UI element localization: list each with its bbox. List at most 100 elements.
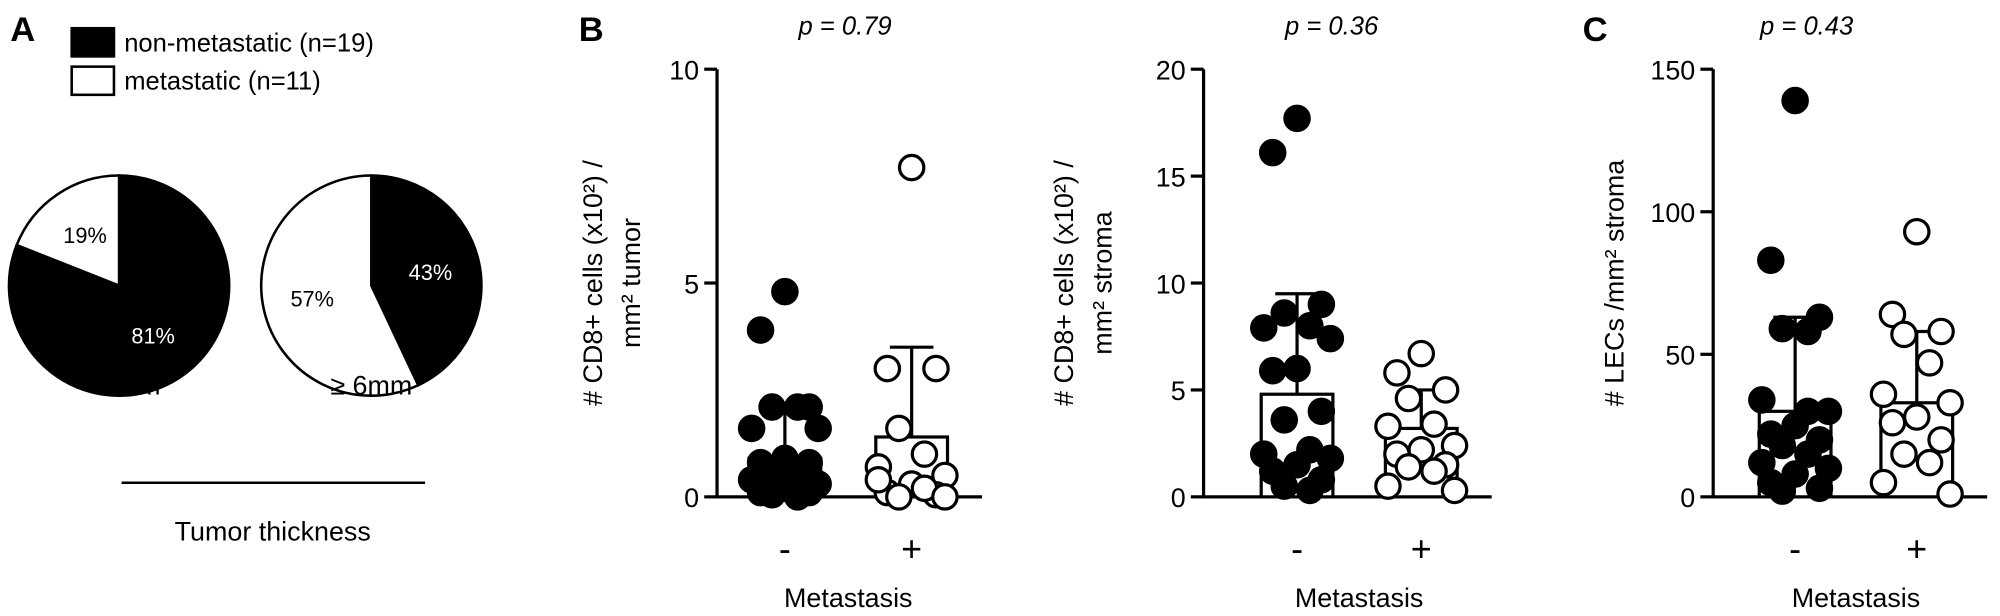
data-point: [873, 354, 902, 383]
x-axis-label: Metastasis: [1295, 583, 1423, 613]
category-label: -: [1291, 529, 1303, 569]
data-point: [783, 393, 812, 421]
pie-slice-metastatic: [15, 174, 121, 288]
data-point: [804, 414, 832, 443]
data-point: [885, 483, 913, 511]
y-tick-label: 20: [1156, 55, 1186, 85]
data-point: [1283, 354, 1311, 383]
data-point: [885, 414, 913, 443]
data-point: [1936, 480, 1964, 508]
category-label: +: [901, 529, 922, 569]
data-point: [1420, 457, 1448, 485]
data-point: [1258, 356, 1287, 385]
panel-label-b: B: [579, 11, 604, 49]
data-point: [1283, 104, 1311, 133]
data-point: [1890, 320, 1918, 349]
x-axis-label: Metastasis: [1792, 583, 1920, 613]
data-point: [1768, 431, 1797, 460]
pie-title-over-6mm: ≥ 6mm: [330, 370, 412, 400]
data-point: [1270, 299, 1299, 327]
y-tick-label: 5: [684, 269, 699, 299]
category-label: -: [779, 529, 791, 569]
data-point: [1869, 468, 1898, 497]
data-point: [1394, 384, 1423, 413]
scatter-cd8-tumor: p = 0.79 0 5 10 # CD8+ cells (x10²) / mm² tum…: [578, 13, 983, 613]
y-tick-label: 50: [1665, 341, 1695, 371]
data-point: [1407, 339, 1436, 368]
data-point: [1296, 476, 1324, 505]
legend-swatch-metastatic: [70, 65, 116, 97]
scatter-cd8-stroma: p = 0.36 0 5 10 15 20 # CD8+ cells (x10²) / mm²…: [1049, 13, 1492, 613]
data-point: [864, 465, 893, 494]
data-point: [1258, 138, 1287, 167]
x-axis-label: Metastasis: [784, 583, 912, 613]
data-point: [1374, 412, 1402, 441]
data-point: [1757, 246, 1785, 274]
y-axis-label: mm² tumor: [616, 218, 646, 348]
pie-slice-metastatic: [259, 174, 420, 397]
pie-slice-label: 43%: [409, 260, 453, 285]
data-point: [1768, 314, 1797, 343]
y-axis-label: # CD8+ cells (x10²) /: [1049, 160, 1079, 406]
data-point: [1420, 410, 1448, 438]
panel-label-a: A: [10, 11, 35, 49]
y-axis-label: # CD8+ cells (x10²) /: [578, 160, 608, 406]
data-point: [1927, 426, 1955, 454]
pie-group-label: Tumor thickness: [175, 516, 371, 546]
data-point: [1394, 453, 1423, 481]
legend-swatch-non-metastatic: [70, 26, 116, 58]
data-point: [931, 483, 959, 511]
y-tick-label: 0: [1680, 483, 1695, 513]
data-point: [1296, 312, 1324, 340]
pie-chart-over-6mm: 43% 57%: [259, 174, 483, 397]
y-tick-label: 10: [1156, 269, 1186, 299]
data-point: [1878, 300, 1907, 329]
data-point: [1383, 359, 1411, 387]
data-point: [1431, 376, 1460, 404]
legend-label-metastatic: metastatic (n=11): [124, 68, 321, 96]
pie-slice-label: 19%: [63, 223, 107, 248]
category-label: +: [1906, 529, 1927, 569]
data-point: [1794, 317, 1822, 346]
data-point: [737, 414, 766, 443]
y-tick-label: 15: [1156, 162, 1186, 192]
data-point: [1794, 397, 1822, 426]
data-point: [1915, 349, 1944, 377]
data-point: [1440, 476, 1469, 505]
data-point: [1270, 406, 1299, 434]
data-point: [758, 480, 786, 509]
data-point: [746, 316, 775, 344]
data-point: [1768, 477, 1797, 505]
panel-label-c: C: [1583, 11, 1608, 49]
data-point: [1903, 217, 1931, 246]
data-point: [1936, 389, 1964, 417]
data-point: [771, 277, 799, 306]
data-point: [1781, 86, 1809, 115]
data-point: [1316, 324, 1345, 353]
data-point: [1748, 386, 1776, 414]
data-point: [1805, 474, 1834, 503]
y-tick-label: 10: [669, 55, 699, 85]
data-point: [1374, 472, 1402, 500]
data-point: [1794, 440, 1822, 468]
data-point: [758, 393, 786, 421]
data-point: [922, 354, 950, 383]
category-label: -: [1789, 529, 1801, 569]
data-point: [1915, 448, 1944, 477]
data-point: [1903, 403, 1931, 431]
scatter-lecs-stroma: p = 0.43 0 50 100 150 # LECs /mm² stroma - + Met…: [1600, 13, 1988, 613]
pie-slice-label: 81%: [131, 323, 175, 348]
pie-slice-label: 57%: [290, 286, 334, 311]
data-point: [1270, 472, 1299, 500]
pie-chart-under-6mm: 81% 19%: [7, 174, 231, 397]
data-point: [910, 440, 939, 468]
data-point: [783, 483, 812, 511]
y-tick-label: 150: [1650, 55, 1695, 85]
y-tick-label: 0: [1171, 483, 1186, 513]
data-point: [1927, 317, 1955, 346]
y-tick-label: 100: [1650, 198, 1695, 228]
y-tick-label: 0: [684, 483, 699, 513]
y-axis-label: # LECs /mm² stroma: [1600, 160, 1630, 406]
data-point: [1307, 397, 1336, 426]
